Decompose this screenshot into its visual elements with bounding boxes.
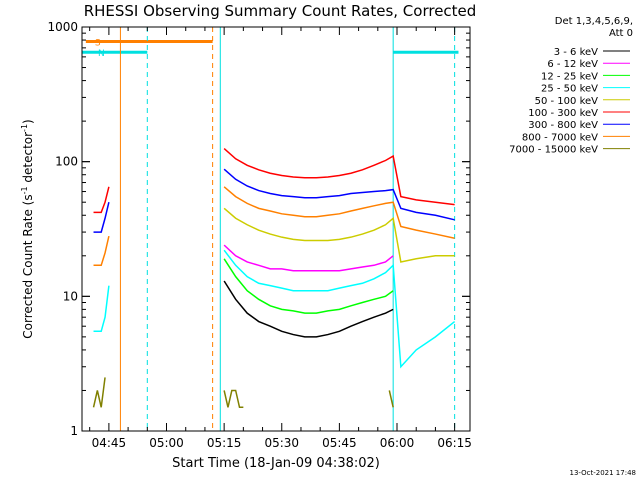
y-axis-ticks: 1 10 100 1000 [47, 20, 470, 438]
series-line [223, 186, 455, 239]
series-line [93, 202, 110, 233]
y-axis-label-exp1: -1 [20, 186, 29, 194]
y-tick-label: 100 [55, 155, 78, 169]
series-line [93, 186, 110, 214]
series-line [92, 377, 106, 408]
x-tick-label: 05:30 [264, 436, 299, 450]
series-line [223, 249, 456, 369]
series-line [93, 285, 110, 333]
legend-label: 100 - 300 keV [528, 108, 598, 119]
y-tick-label: 1 [70, 424, 78, 438]
x-axis-label: Start Time (18-Jan-09 04:38:02) [172, 456, 380, 471]
legend-label: 12 - 25 keV [541, 71, 598, 82]
series-line [223, 244, 394, 272]
legend-label: 300 - 800 keV [528, 120, 598, 131]
series-line [223, 389, 244, 409]
legend-label: 7000 - 15000 keV [509, 145, 598, 156]
x-tick-label: 06:15 [437, 436, 472, 450]
series-line [93, 235, 110, 267]
y-axis-label-end: ) [21, 119, 35, 124]
legend-header-line-2: Att 0 [609, 28, 633, 39]
legend-header-line-1: Det 1,3,4,5,6,9, [555, 16, 633, 27]
timestamp: 13-Oct-2021 17:48 [570, 469, 636, 477]
x-axis-ticks: 04:45 05:00 05:15 05:30 05:45 06:00 06:15 [89, 27, 472, 450]
y-axis-label-main: Corrected Count Rate (s [21, 194, 35, 338]
data-series [92, 148, 456, 409]
y-tick-label: 10 [63, 289, 78, 303]
observing-bar-label: S [95, 39, 101, 49]
y-tick-label: 1000 [47, 20, 78, 34]
time-markers [119, 27, 456, 431]
observing-bars: SN [82, 39, 459, 59]
legend-label: 800 - 7000 keV [522, 132, 598, 143]
x-tick-label: 05:45 [322, 436, 357, 450]
legend-label: 3 - 6 keV [554, 47, 598, 58]
legend-label: 50 - 100 keV [535, 96, 599, 107]
chart-title: RHESSI Observing Summary Count Rates, Co… [84, 2, 477, 20]
y-axis-label: Corrected Count Rate (s-1 detector-1) [20, 119, 35, 338]
series-line [388, 390, 394, 408]
series-line [223, 280, 394, 338]
y-axis-label-mid: detector [21, 132, 35, 187]
legend-label: 25 - 50 keV [541, 84, 598, 95]
series-line [223, 258, 394, 314]
observing-bar-label: N [98, 49, 105, 59]
plot-frame [81, 26, 471, 432]
y-axis-label-exp2: -1 [20, 124, 29, 132]
series-line [223, 207, 455, 263]
x-tick-label: 05:15 [207, 436, 242, 450]
series-line [223, 148, 455, 206]
series-line [223, 168, 455, 221]
x-tick-label: 05:00 [149, 436, 184, 450]
legend-label: 6 - 12 keV [547, 59, 598, 70]
x-tick-label: 06:00 [380, 436, 415, 450]
x-tick-label: 04:45 [92, 436, 127, 450]
